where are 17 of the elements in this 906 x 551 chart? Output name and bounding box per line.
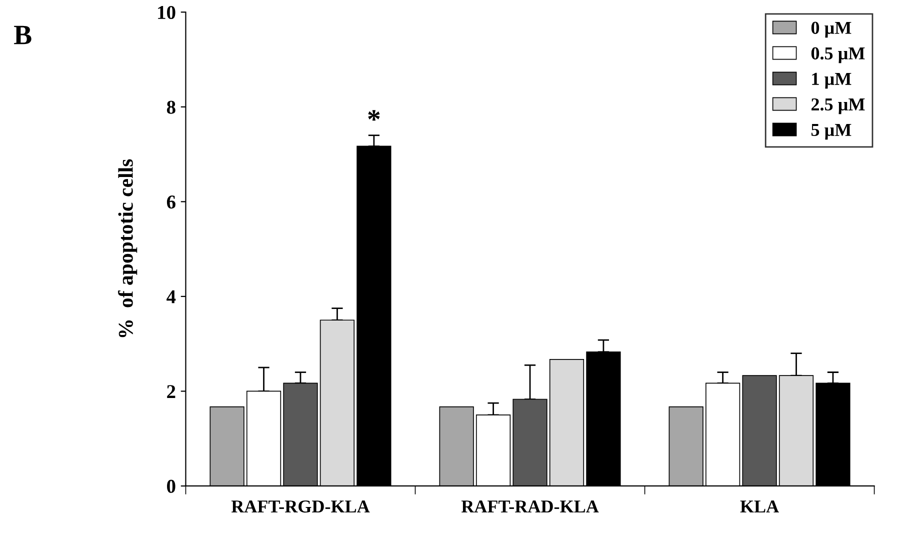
legend-label: 0.5 µM (811, 47, 865, 64)
x-tick-label: RAFT-RGD-KLA (231, 500, 370, 513)
y-axis-title: % of apoptotic cells (118, 159, 138, 338)
x-tick-label: KLA (740, 500, 779, 512)
text: B (14, 26, 32, 44)
y-tick-label: 6 (166, 196, 176, 209)
legend-label: 5 µM (811, 124, 852, 140)
legend-label: 1 µM (812, 72, 852, 89)
y-tick-label: 4 (166, 290, 176, 304)
legend-label: 0 µM (811, 22, 852, 38)
annotation: * (368, 110, 380, 121)
y-tick-label: 8 (166, 100, 176, 114)
y-tick-label: 10 (158, 6, 176, 20)
legend-label: 2.5 µM (811, 98, 865, 114)
x-tick-label: RAFT-RAD-KLA (461, 500, 599, 512)
y-tick-label: 0 (167, 480, 176, 493)
y-tick-label: 2 (167, 385, 176, 398)
